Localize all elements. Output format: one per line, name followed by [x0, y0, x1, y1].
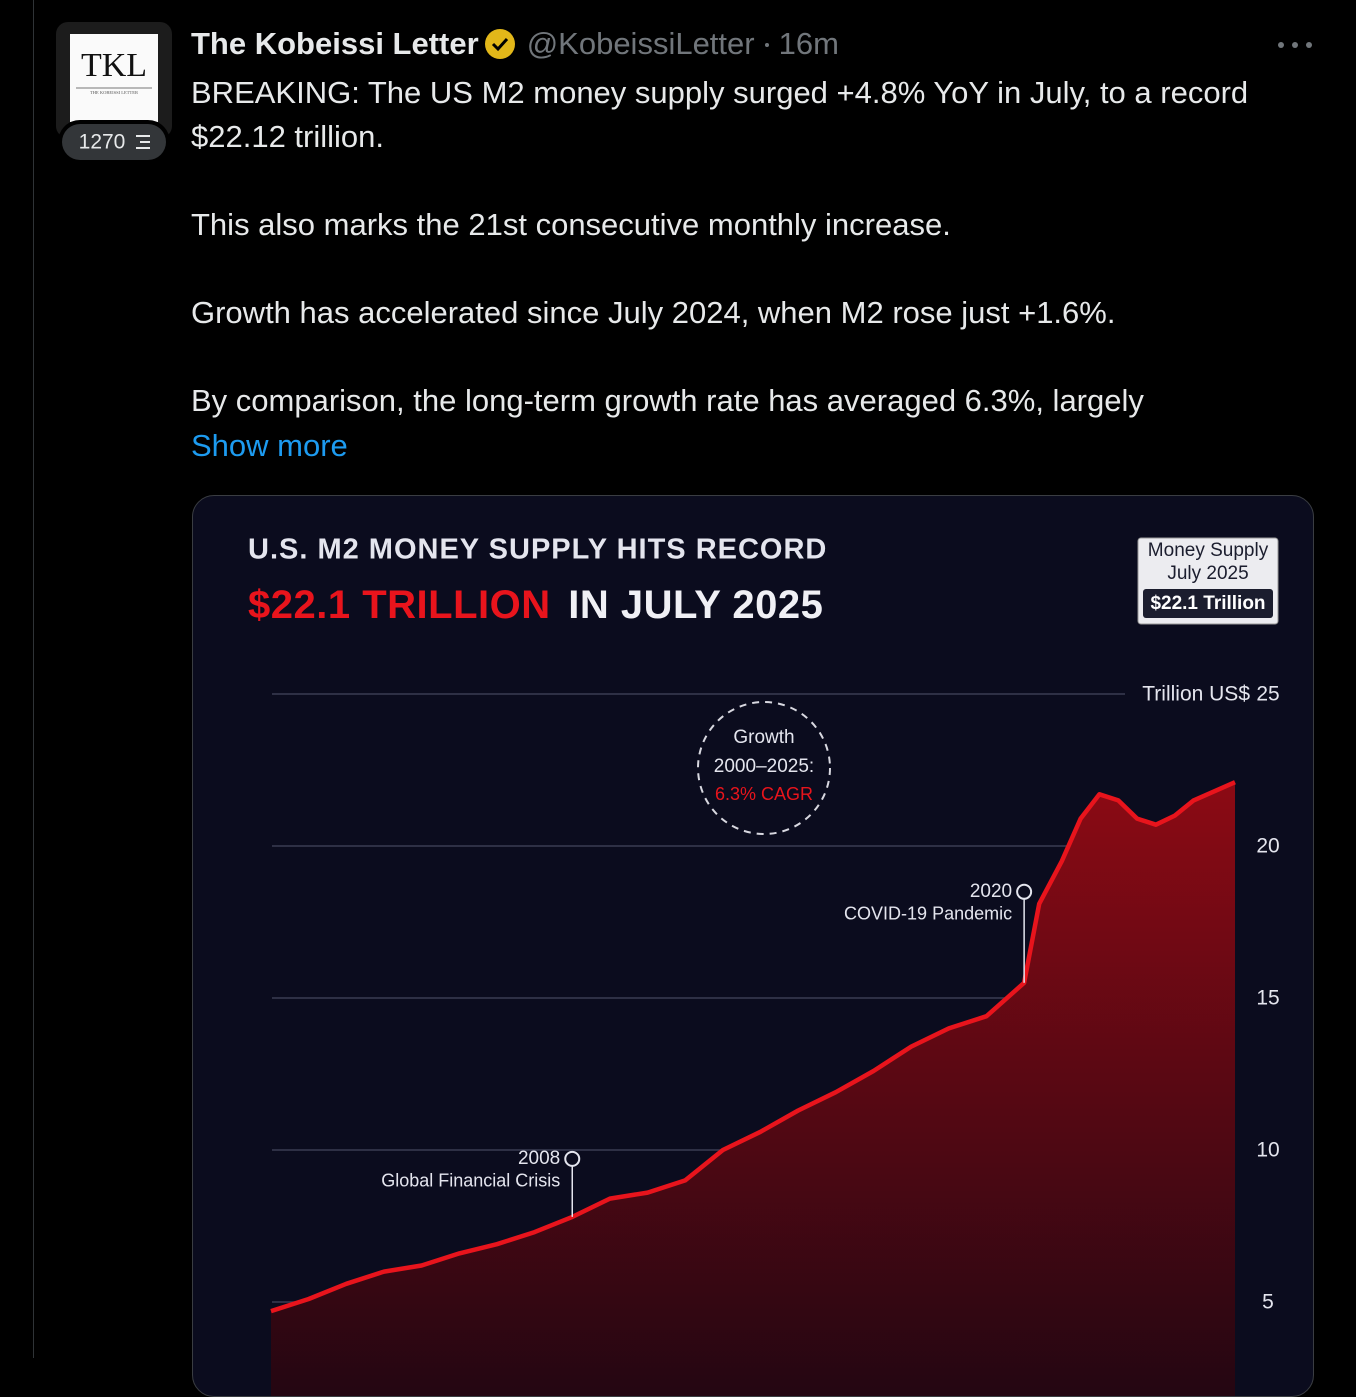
growth-note: 6.3% CAGR	[715, 784, 813, 804]
avatar-text: TKL	[81, 47, 147, 84]
growth-note: 2000–2025:	[714, 756, 814, 777]
annotation-text: Global Financial Crisis	[381, 1171, 560, 1191]
avatar-subtext: THE KOBEISSI LETTER	[90, 90, 138, 95]
tweet-header: The Kobeissi Letter @KobeissiLetter 16m	[191, 24, 839, 64]
badge-pill	[62, 124, 166, 160]
paragraph: This also marks the 21st consecutive mon…	[191, 207, 951, 242]
more-menu[interactable]	[1276, 38, 1316, 52]
y-tick-label: 10	[1256, 1139, 1279, 1162]
subtitle-highlight: $22.1 TRILLION	[248, 583, 551, 627]
paragraph: By comparison, the long-term growth rate…	[191, 383, 1144, 418]
y-tick-label: 25	[1256, 683, 1279, 706]
separator-dot	[764, 43, 769, 47]
author-name[interactable]: The Kobeissi Letter	[191, 26, 479, 61]
show-more[interactable]: Show more	[191, 428, 348, 463]
data-line	[270, 780, 1236, 1314]
avatar-logo	[70, 34, 158, 122]
tweet-text: BREAKING: The US M2 money supply surged …	[191, 71, 1321, 423]
paragraph: BREAKING: The US M2 money supply surged …	[191, 75, 1249, 154]
author-handle[interactable]: @KobeissiLetter	[526, 26, 755, 61]
chart: U.S. M2 MONEY SUPPLY HITS RECORD $22.1 T…	[248, 534, 1280, 1396]
verified-badge	[484, 29, 515, 59]
summary-highlight-box	[1143, 589, 1273, 618]
page: TKL THE KOBEISSI LETTER 1270 The Kobeiss…	[33, 0, 1321, 1397]
summary-line: Money Supply	[1148, 540, 1269, 561]
annotation-year: 2008	[518, 1148, 560, 1169]
avatar[interactable]: TKL THE KOBEISSI LETTER 1270	[56, 22, 172, 166]
growth-note: Growth	[733, 727, 794, 748]
y-tick-label: 15	[1256, 987, 1279, 1010]
chart-title: U.S. M2 MONEY SUPPLY HITS RECORD	[248, 534, 827, 566]
chart-subtitle: $22.1 TRILLION IN JULY 2025	[248, 583, 823, 627]
y-axis-label: Trillion US$	[1142, 683, 1250, 706]
divider	[33, 0, 34, 1358]
paragraph: Growth has accelerated since July 2024, …	[191, 295, 1116, 330]
badge-count: 1270	[79, 131, 126, 154]
annotation-text: COVID-19 Pandemic	[844, 904, 1012, 924]
annotation-year: 2020	[970, 881, 1012, 902]
y-tick-label: 20	[1256, 835, 1279, 858]
growth-callout	[697, 701, 831, 835]
subtitle: IN JULY 2025	[568, 583, 823, 627]
summary-line: July 2025	[1167, 563, 1248, 584]
annotation-marker	[564, 1150, 581, 1167]
badge-icon	[136, 135, 150, 149]
summary-highlight: $22.1 Trillion	[1150, 593, 1265, 614]
y-tick-label: 5	[1262, 1291, 1274, 1314]
post-time[interactable]: 16m	[778, 26, 839, 61]
area-fill	[271, 782, 1235, 1396]
media-card[interactable]: U.S. M2 MONEY SUPPLY HITS RECORD $22.1 T…	[192, 495, 1314, 1397]
annotation-marker	[1016, 883, 1033, 900]
